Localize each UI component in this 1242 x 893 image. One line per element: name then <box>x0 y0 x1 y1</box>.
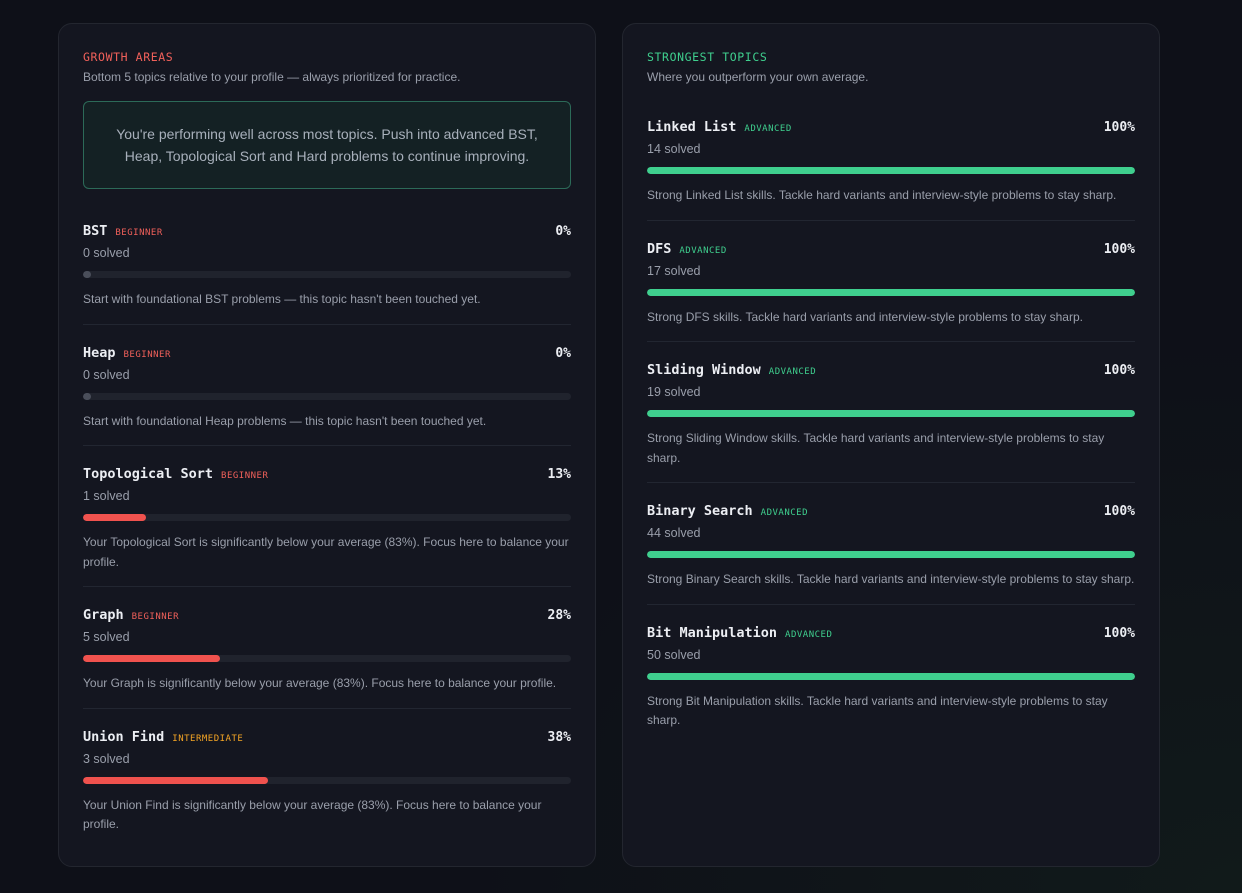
strong-topic[interactable]: Sliding Window ADVANCED 100% 19 solved S… <box>647 342 1135 483</box>
strongest-topics-card: STRONGEST TOPICS Where you outperform yo… <box>622 23 1160 867</box>
progress-bar-fill <box>647 672 1135 680</box>
topic-percent: 100% <box>1103 120 1135 135</box>
level-badge: BEGINNER <box>131 612 179 622</box>
topic-description: Strong Linked List skills. Tackle hard v… <box>647 188 1117 202</box>
level-badge: BEGINNER <box>221 471 269 481</box>
topic-percent: 0% <box>555 345 571 361</box>
strong-topic[interactable]: Binary Search ADVANCED 100% 44 solved St… <box>647 483 1135 605</box>
growth-areas-card: GROWTH AREAS Bottom 5 topics relative to… <box>58 23 596 867</box>
solved-count: 0 solved <box>83 246 130 260</box>
solved-count: 17 solved <box>647 263 701 278</box>
strong-topic[interactable]: Linked List ADVANCED 100% 14 solved Stro… <box>647 100 1135 221</box>
progress-bar-fill <box>647 410 1135 417</box>
progress-bar-fill <box>83 271 91 278</box>
topic-description: Your Union Find is significantly below y… <box>83 797 542 832</box>
level-badge: BEGINNER <box>115 228 163 238</box>
level-badge: ADVANCED <box>768 367 817 377</box>
topic-name: DFS <box>647 240 672 257</box>
growth-topic[interactable]: BST BEGINNER 0% 0 solved Start with foun… <box>83 205 571 325</box>
topic-name: Sliding Window <box>647 362 761 378</box>
progress-bar <box>647 672 1135 680</box>
progress-bar-fill <box>647 288 1135 296</box>
solved-count: 3 solved <box>83 751 130 766</box>
progress-bar <box>647 410 1135 417</box>
solved-count: 1 solved <box>83 489 130 503</box>
topic-description: Start with foundational BST problems — t… <box>83 292 481 306</box>
strong-topic[interactable]: DFS ADVANCED 100% 17 solved Strong DFS s… <box>647 221 1135 342</box>
level-badge: INTERMEDIATE <box>172 733 244 744</box>
growth-topic[interactable]: Topological Sort BEGINNER 13% 1 solved Y… <box>83 446 571 587</box>
topic-name: Linked List <box>647 119 737 135</box>
progress-bar-fill <box>647 167 1135 174</box>
growth-topic[interactable]: Union Find INTERMEDIATE 38% 3 solved You… <box>83 709 571 849</box>
topic-description: Start with foundational Heap problems — … <box>83 413 487 428</box>
solved-count: 0 solved <box>83 367 130 382</box>
topic-name: Union Find <box>83 728 165 745</box>
topic-description: Strong Bit Manipulation skills. Tackle h… <box>647 693 1108 728</box>
progress-bar <box>647 551 1135 558</box>
level-badge: ADVANCED <box>679 245 727 256</box>
level-badge: BEGINNER <box>123 349 171 360</box>
growth-topic[interactable]: Heap BEGINNER 0% 0 solved Start with fou… <box>83 325 571 446</box>
topic-name: Bit Manipulation <box>647 624 778 641</box>
progress-bar-fill <box>647 551 1135 558</box>
topic-percent: 100% <box>1103 241 1135 257</box>
topic-percent: 13% <box>547 467 571 482</box>
solved-count: 44 solved <box>647 526 701 540</box>
topic-percent: 0% <box>555 224 571 239</box>
progress-bar <box>83 655 571 662</box>
progress-bar <box>83 271 571 278</box>
topic-name: BST <box>83 223 108 239</box>
growth-callout: You're performing well across most topic… <box>83 101 571 189</box>
topic-percent: 38% <box>547 729 571 745</box>
topic-name: Binary Search <box>647 503 753 519</box>
progress-bar <box>83 392 571 400</box>
topic-description: Strong Binary Search skills. Tackle hard… <box>647 572 1135 586</box>
topic-percent: 100% <box>1103 625 1135 641</box>
topic-name: Heap <box>83 344 116 361</box>
progress-bar <box>647 167 1135 174</box>
progress-bar-fill <box>83 392 91 400</box>
solved-count: 14 solved <box>647 142 701 156</box>
progress-bar-fill <box>83 514 147 521</box>
topic-percent: 100% <box>1103 363 1135 378</box>
growth-areas-title: GROWTH AREAS <box>83 50 174 64</box>
growth-topic-list: BST BEGINNER 0% 0 solved Start with foun… <box>83 205 571 849</box>
strongest-topics-title: STRONGEST TOPICS <box>647 50 768 64</box>
topic-description: Strong DFS skills. Tackle hard variants … <box>647 309 1083 324</box>
strongest-topics-subtitle: Where you outperform your own average. <box>647 70 869 84</box>
solved-count: 50 solved <box>647 647 701 662</box>
progress-bar-fill <box>83 655 220 662</box>
topic-description: Your Topological Sort is significantly b… <box>83 535 569 569</box>
strong-topic-list: Linked List ADVANCED 100% 14 solved Stro… <box>647 100 1135 745</box>
progress-bar-fill <box>83 776 269 784</box>
topic-percent: 100% <box>1103 504 1135 519</box>
progress-bar <box>647 288 1135 296</box>
topic-description: Your Graph is significantly below your a… <box>83 676 557 690</box>
topic-percent: 28% <box>547 608 571 623</box>
level-badge: ADVANCED <box>760 508 809 518</box>
growth-areas-subtitle: Bottom 5 topics relative to your profile… <box>83 70 461 84</box>
level-badge: ADVANCED <box>785 629 833 640</box>
topic-description: Strong Sliding Window skills. Tackle har… <box>647 431 1105 465</box>
strong-topic[interactable]: Bit Manipulation ADVANCED 100% 50 solved… <box>647 605 1135 745</box>
progress-bar <box>83 514 571 521</box>
solved-count: 5 solved <box>83 630 130 644</box>
solved-count: 19 solved <box>647 385 701 399</box>
progress-bar <box>83 776 571 784</box>
growth-topic[interactable]: Graph BEGINNER 28% 5 solved Your Graph i… <box>83 587 571 709</box>
level-badge: ADVANCED <box>744 124 792 134</box>
topic-name: Topological Sort <box>83 466 214 482</box>
topic-name: Graph <box>83 607 124 623</box>
